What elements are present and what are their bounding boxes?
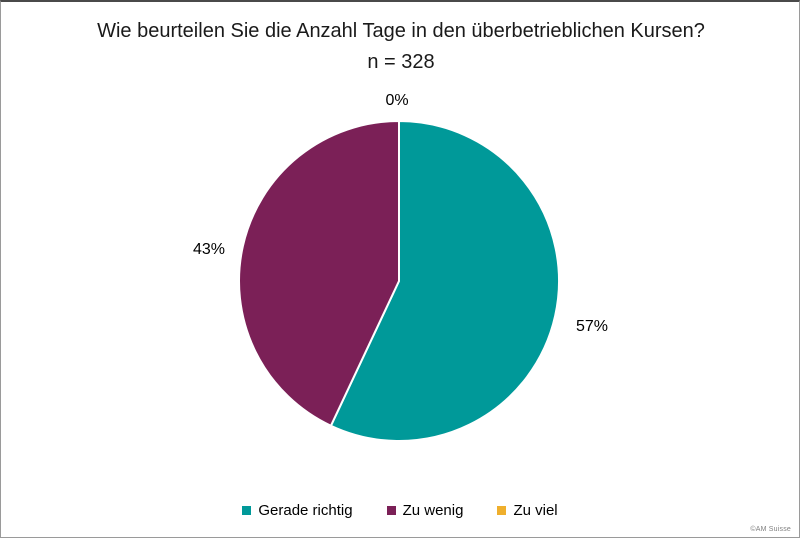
legend: Gerade richtig Zu wenig Zu viel (1, 502, 799, 519)
legend-swatch-teal-icon (242, 506, 252, 515)
legend-label-gerade-richtig: Gerade richtig (258, 502, 353, 519)
pie-slice-gerade-richtig (329, 120, 561, 442)
legend-label-zu-viel: Zu viel (513, 502, 558, 519)
slice-value-label-zu-wenig: 43% (192, 241, 226, 258)
legend-label-zu-wenig: Zu wenig (402, 502, 464, 519)
pie-chart (238, 120, 561, 442)
legend-item-zu-wenig: Zu wenig (386, 502, 464, 519)
legend-item-gerade-richtig: Gerade richtig (242, 502, 353, 519)
chart-title: Wie beurteilen Sie die Anzahl Tage in de… (97, 20, 705, 73)
pie-slice-zu-wenig (238, 120, 400, 427)
legend-swatch-purple-icon (386, 506, 396, 515)
legend-swatch-yellow-icon (497, 506, 507, 515)
copyright-credit: ©AM Suisse (750, 526, 791, 533)
slice-value-label-gerade-richtig: 57% (575, 318, 609, 335)
slice-value-label-zu-viel: 0% (385, 92, 409, 109)
legend-item-zu-viel: Zu viel (497, 502, 558, 519)
